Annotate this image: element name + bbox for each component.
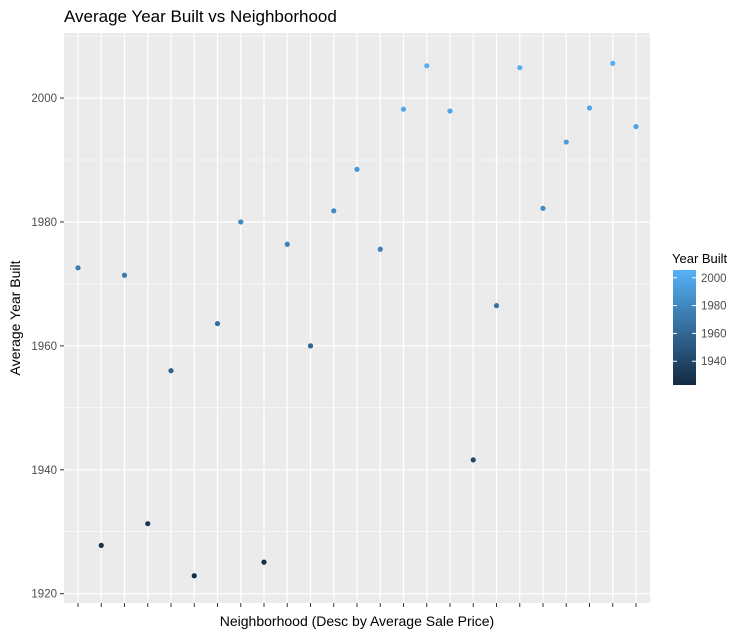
legend-tick-label: 1940 [701,356,727,368]
legend-tick-label: 2000 [701,273,727,285]
data-point [470,457,476,463]
data-point [586,105,593,111]
data-point [377,246,383,252]
x-axis-title: Neighborhood (Desc by Average Sale Price… [220,613,494,629]
data-point [447,108,453,114]
data-point [331,208,337,214]
data-point [307,343,314,349]
data-point [540,205,546,211]
legend-tick-label: 1980 [701,301,727,313]
legend: Year Built 1940 1960 1980 2000 [672,251,728,385]
data-point [238,219,244,225]
legend-colorbar [673,270,696,385]
data-point [168,368,174,374]
y-tick-label: 1960 [31,341,57,353]
data-point [284,241,290,247]
y-tick-label: 1940 [31,465,57,477]
data-point [633,123,639,130]
data-point [121,272,128,278]
data-point [214,320,221,327]
data-point [400,106,407,112]
y-tick-label: 2000 [31,93,57,105]
data-point [261,559,267,565]
data-point [424,63,430,69]
grid-lines [64,33,650,603]
data-point [98,542,104,548]
y-tick-label: 1980 [31,217,57,229]
legend-ticks: 1940 1960 1980 2000 [673,273,727,368]
y-tick-label: 1920 [31,589,57,601]
data-point [493,303,500,309]
data-point [610,60,616,66]
y-axis-title: Average Year Built [7,260,23,375]
legend-title: Year Built [672,251,728,266]
chart-title: Average Year Built vs Neighborhood [64,7,337,26]
y-axis: 1920 1940 1960 1980 2000 [31,93,64,601]
data-point [517,65,523,71]
legend-tick-label: 1960 [701,328,727,340]
x-axis [77,603,637,607]
data-points [75,60,639,579]
data-point [191,573,197,579]
data-point [75,265,81,271]
data-point [354,166,360,172]
data-point [563,139,569,145]
data-point [145,521,151,527]
